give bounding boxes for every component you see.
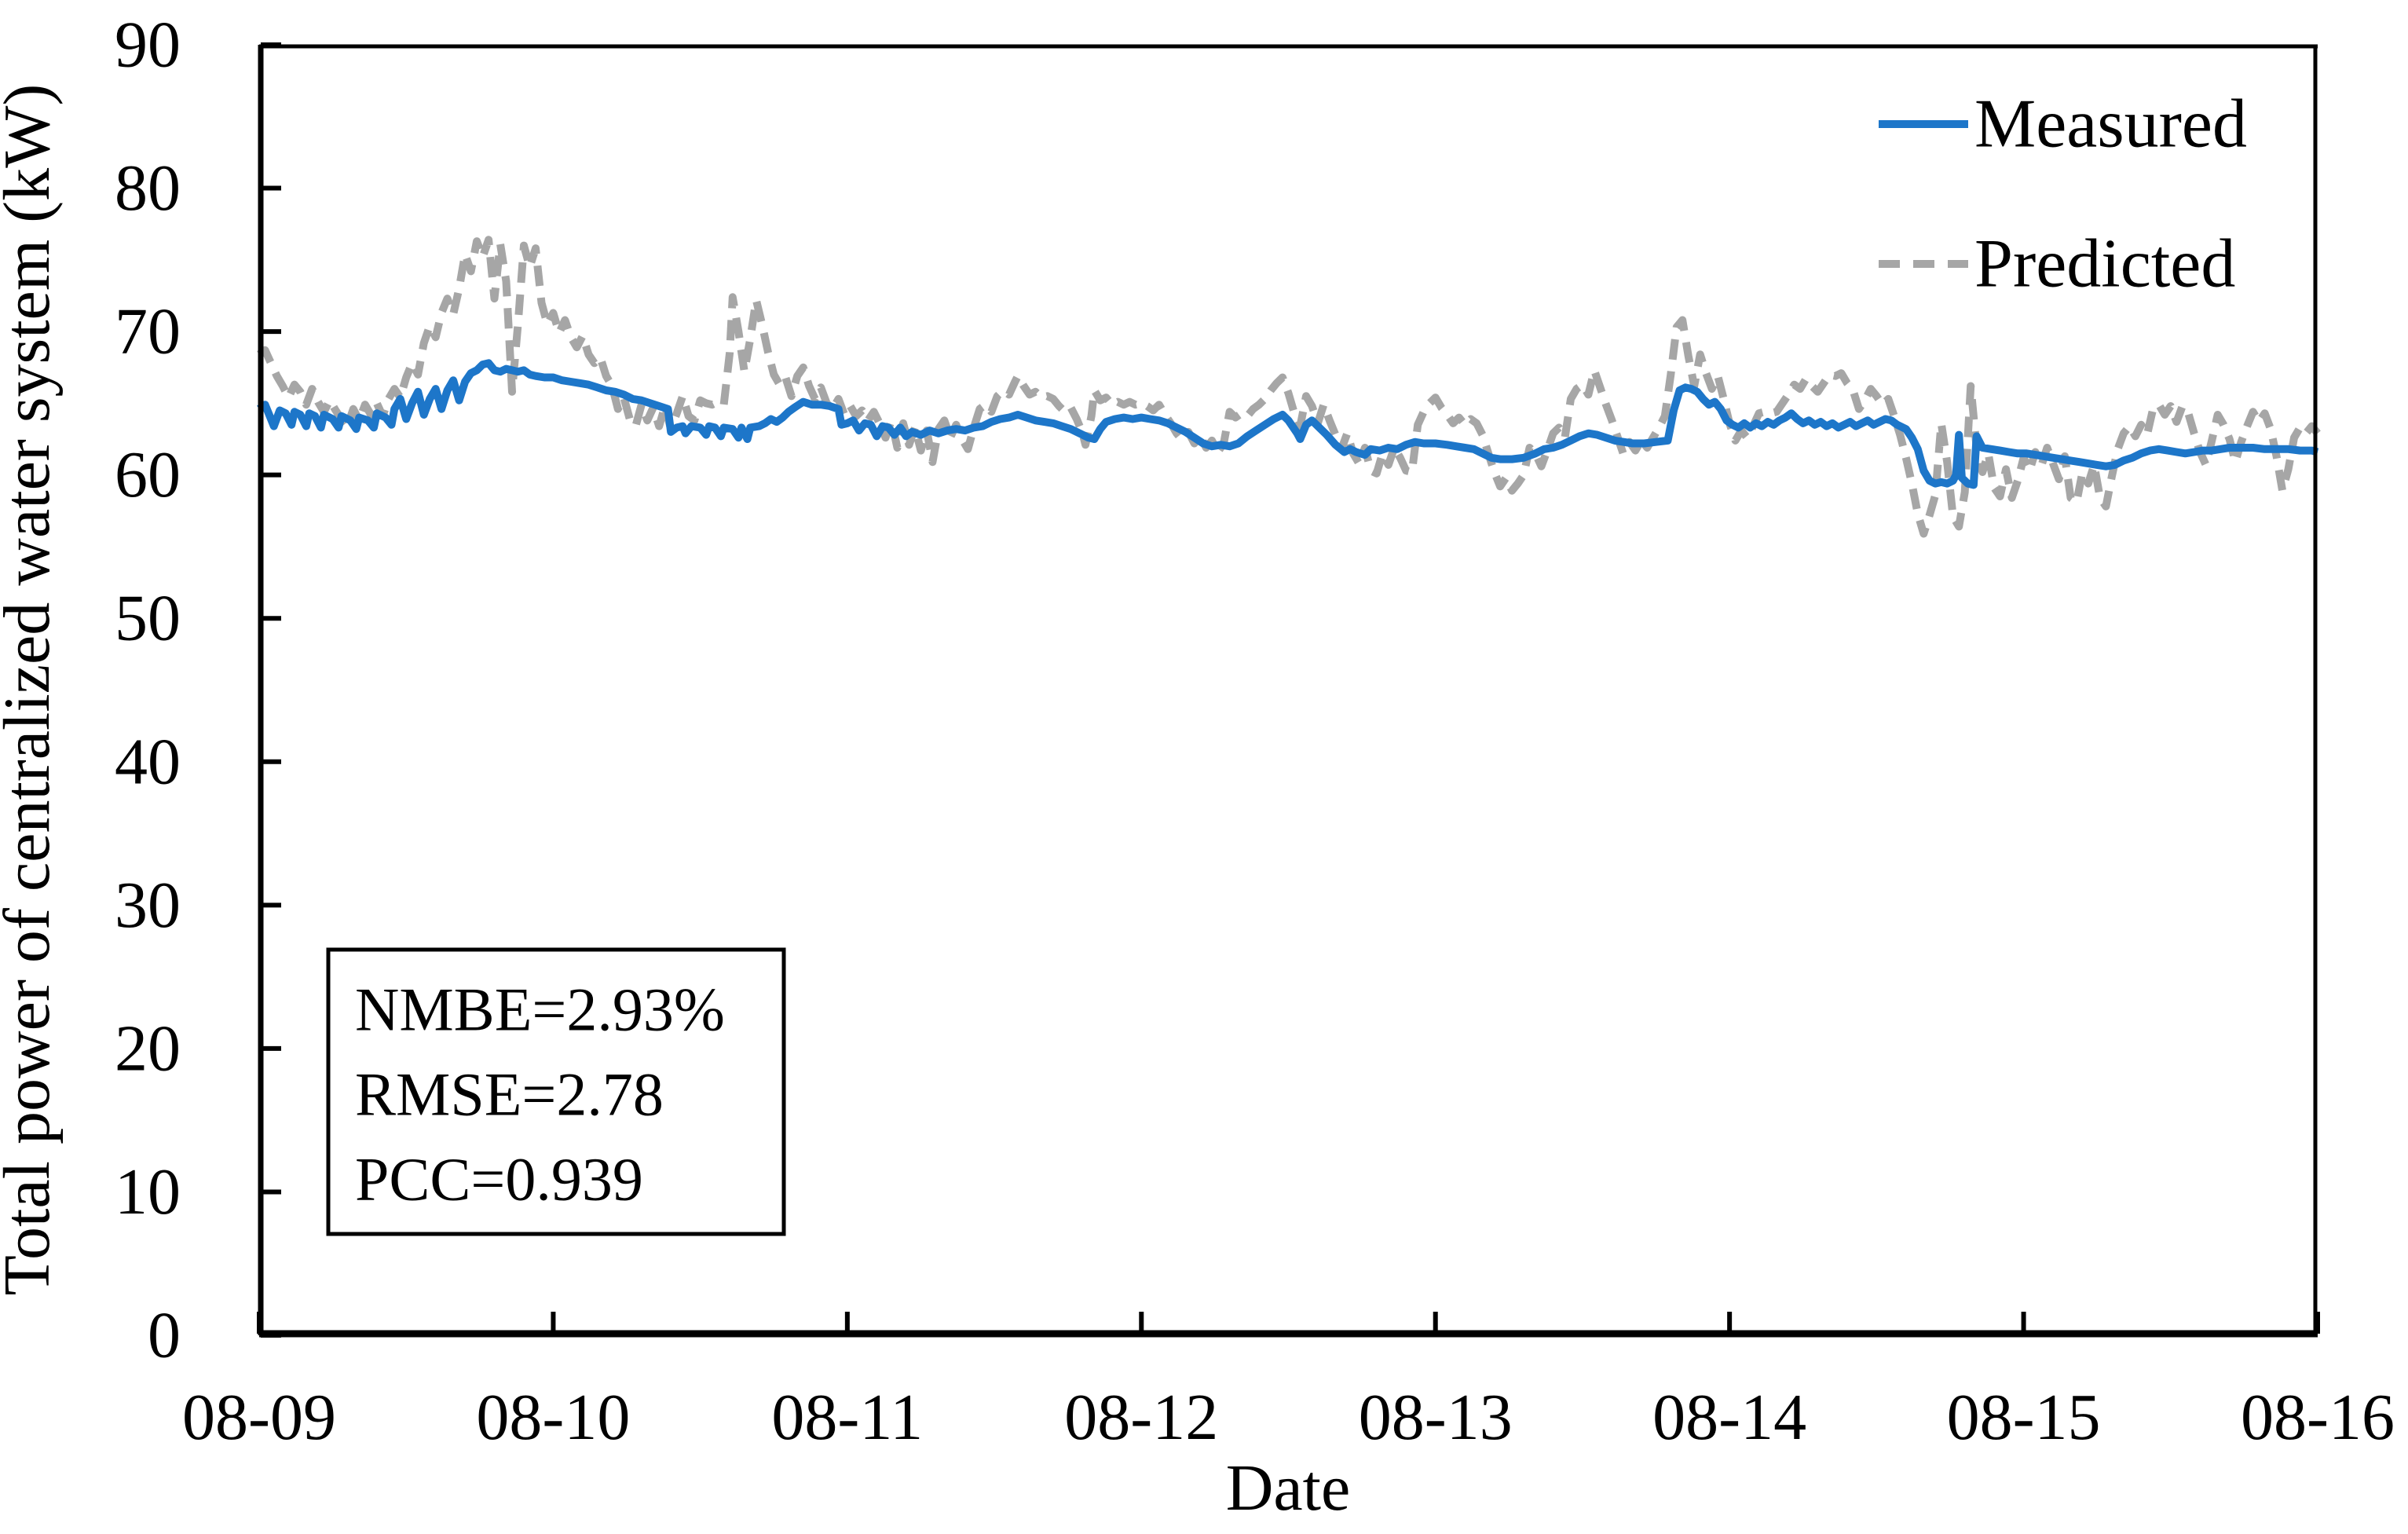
measured-line [257, 359, 2319, 489]
y-tick-label: 40 [115, 725, 181, 798]
x-tick-label: 08-15 [1947, 1381, 2101, 1454]
y-tick-label: 20 [115, 1012, 181, 1085]
x-tick-label: 08-09 [182, 1381, 336, 1454]
y-axis-title: Total power of centralized water system … [0, 84, 64, 1296]
stat-pcc: PCC=0.939 [355, 1145, 643, 1214]
predicted-line [257, 236, 2321, 538]
x-tick-label: 08-13 [1359, 1381, 1513, 1454]
stat-rmse: RMSE=2.78 [355, 1060, 664, 1129]
x-axis-tick-labels: 08-09 08-10 08-11 08-12 08-13 08-14 08-15 08-16 [182, 1381, 2395, 1454]
y-tick-label: 50 [115, 582, 181, 655]
y-tick-label: 0 [148, 1299, 181, 1372]
y-tick-label: 70 [115, 295, 181, 368]
y-axis-tick-labels: 0 10 20 30 40 50 60 70 80 90 [115, 9, 181, 1372]
stats-annotation: NMBE=2.93% RMSE=2.78 PCC=0.939 [326, 947, 786, 1236]
x-tick-label: 08-16 [2241, 1381, 2395, 1454]
x-axis-title: Date [1226, 1452, 1351, 1525]
x-tick-label: 08-11 [771, 1381, 923, 1454]
legend: Measured Predicted [1879, 86, 2247, 302]
x-tick-label: 08-12 [1064, 1381, 1218, 1454]
x-tick-label: 08-10 [476, 1381, 630, 1454]
y-tick-label: 90 [115, 9, 181, 82]
y-tick-label: 80 [115, 152, 181, 225]
measured-legend-label: Measured [1974, 86, 2247, 163]
stat-nmbe: NMBE=2.93% [355, 976, 725, 1044]
x-tick-label: 08-14 [1652, 1381, 1806, 1454]
plot-border [258, 44, 2318, 1338]
y-tick-label: 30 [115, 869, 181, 942]
y-tick-label: 60 [115, 438, 181, 511]
stats-box [326, 947, 786, 1236]
predicted-legend-label: Predicted [1974, 226, 2235, 302]
y-tick-label: 10 [115, 1155, 181, 1228]
